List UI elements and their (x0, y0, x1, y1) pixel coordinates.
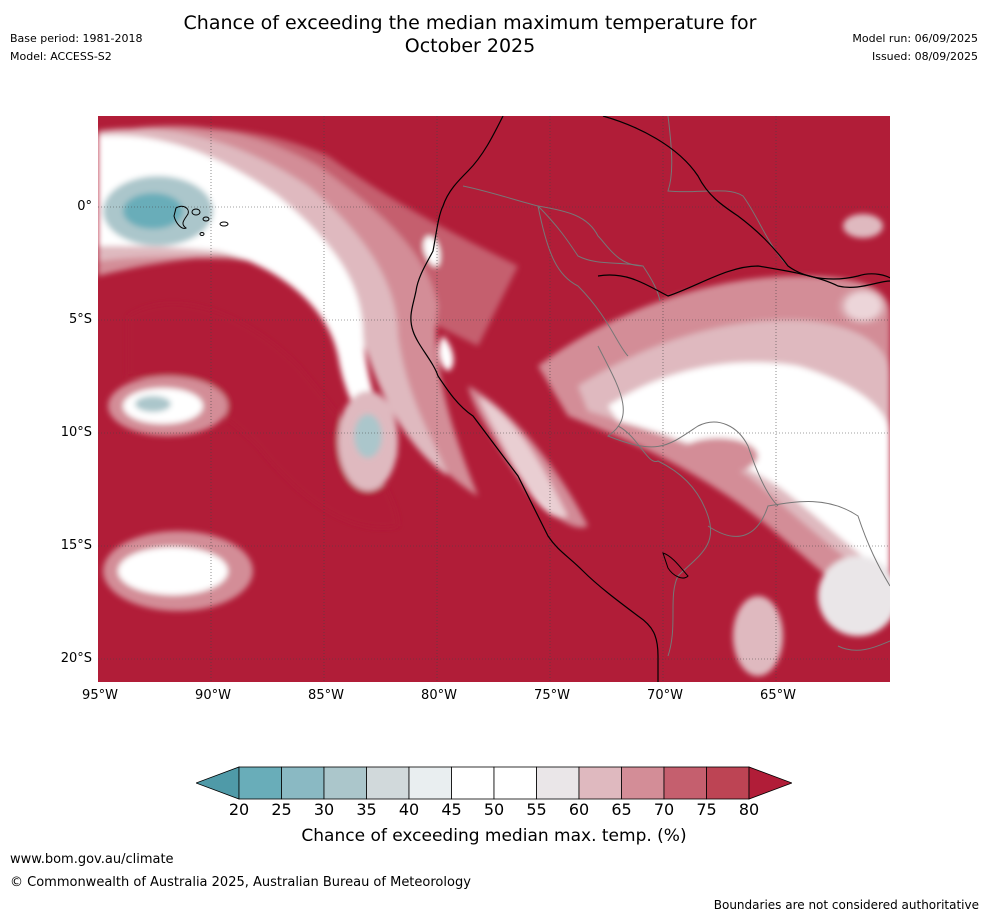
probability-field (98, 126, 898, 676)
colorbar-ticks: 20 25 30 35 40 45 50 55 60 65 70 75 80 (0, 800, 988, 822)
title-line-2: October 2025 (404, 35, 536, 57)
colorbar-arrow-high (748, 766, 794, 800)
colorbar-tick-label: 40 (398, 800, 420, 819)
model-run-date: Model run: 06/09/2025 (852, 32, 978, 45)
colorbar-tick-label: 60 (568, 800, 590, 819)
lat-label-10s: 10°S (60, 425, 92, 440)
lon-label-80w: 80°W (421, 688, 457, 703)
meta-right: Model run: 06/09/2025 Issued: 08/09/2025 (852, 30, 978, 66)
colorbar-segment (621, 766, 665, 800)
title-line-1: Chance of exceeding the median maximum t… (183, 12, 757, 34)
colorbar-tick-label: 45 (441, 800, 462, 819)
forecast-map[interactable] (98, 115, 898, 682)
lon-label-70w: 70°W (647, 688, 683, 703)
footer-url[interactable]: www.bom.gov.au/climate (10, 852, 174, 867)
colorbar-segment (578, 766, 622, 800)
colorbar-segment (451, 766, 495, 800)
country-borders (462, 115, 891, 657)
colorbar-tick-label: 25 (271, 800, 292, 819)
galapagos-islands (173, 205, 229, 236)
colorbar-segment (408, 766, 452, 800)
lat-label-0: 0° (77, 199, 92, 214)
colorbar (194, 765, 794, 805)
colorbar-arrow-low (194, 766, 240, 800)
colorbar-segment (238, 766, 282, 800)
lat-label-15s: 15°S (60, 538, 92, 553)
footer-disclaimer: Boundaries are not considered authoritat… (713, 898, 979, 912)
graticule (98, 116, 890, 682)
footer-copyright: © Commonwealth of Australia 2025, Austra… (10, 875, 471, 890)
base-period: Base period: 1981-2018 (10, 32, 143, 45)
colorbar-tick-label: 35 (356, 800, 377, 819)
colorbar-tick-label: 70 (653, 800, 675, 819)
colorbar-svg (194, 766, 794, 800)
map-svg (98, 115, 898, 682)
colorbar-segment (706, 766, 750, 800)
lon-label-65w: 65°W (760, 688, 796, 703)
colorbar-tick-label: 55 (526, 800, 547, 819)
lon-label-75w: 75°W (534, 688, 570, 703)
chart-title: Chance of exceeding the median maximum t… (180, 12, 760, 58)
colorbar-tick-label: 30 (313, 800, 335, 819)
colorbar-segment (366, 766, 410, 800)
colorbar-segment (536, 766, 580, 800)
colorbar-title: Chance of exceeding median max. temp. (%… (301, 826, 687, 846)
colorbar-segment (281, 766, 325, 800)
coastline (410, 115, 891, 682)
colorbar-tick-label: 20 (228, 800, 250, 819)
lon-label-90w: 90°W (195, 688, 231, 703)
model-name: Model: ACCESS-S2 (10, 50, 112, 63)
meta-left: Base period: 1981-2018 Model: ACCESS-S2 (10, 30, 142, 66)
colorbar-segments (238, 766, 750, 800)
lon-label-85w: 85°W (308, 688, 344, 703)
colorbar-tick-label: 50 (483, 800, 505, 819)
lake-titicaca (662, 552, 689, 579)
colorbar-tick-label: 80 (738, 800, 760, 819)
colorbar-tick-label: 75 (696, 800, 717, 819)
colorbar-segment (323, 766, 367, 800)
colorbar-segment (493, 766, 537, 800)
lat-label-5s: 5°S (68, 312, 92, 327)
colorbar-tick-label: 65 (611, 800, 632, 819)
issued-date: Issued: 08/09/2025 (871, 50, 978, 63)
lon-label-95w: 95°W (82, 688, 118, 703)
lat-label-20s: 20°S (60, 651, 92, 666)
colorbar-segment (663, 766, 707, 800)
